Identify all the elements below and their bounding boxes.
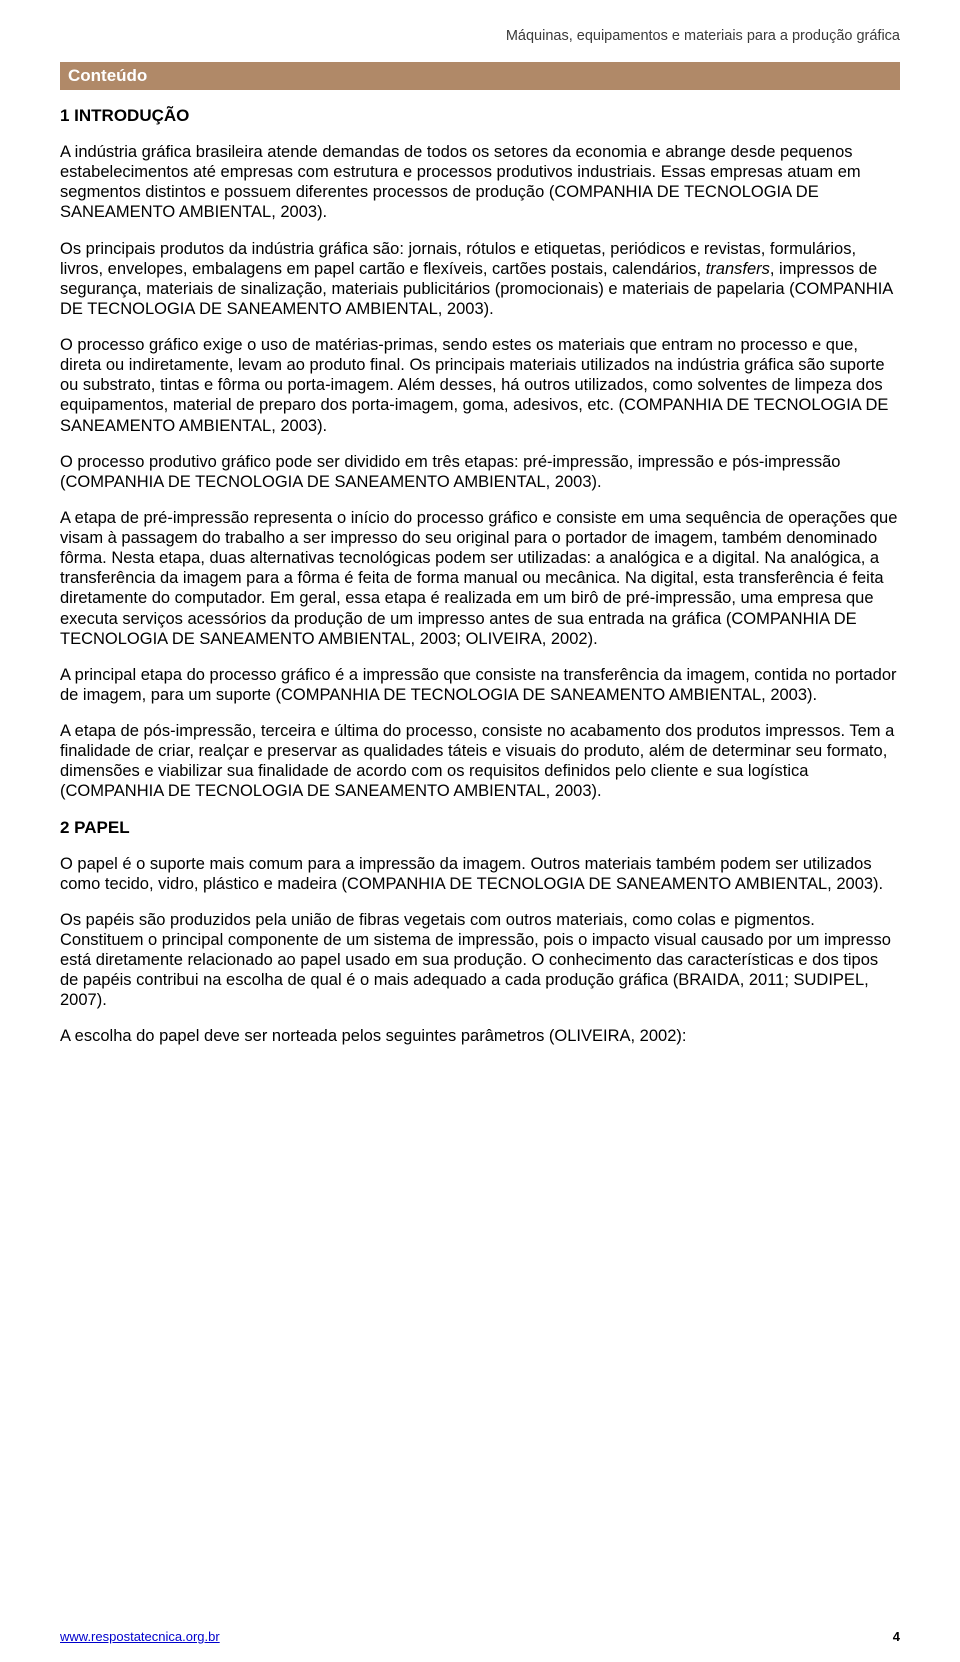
paragraph-intro-7: A etapa de pós-impressão, terceira e últ… (60, 721, 900, 802)
footer-url: www.respostatecnica.org.br (60, 1629, 220, 1644)
paragraph-intro-5: A etapa de pré-impressão representa o in… (60, 508, 900, 649)
paragraph-intro-3: O processo gráfico exige o uso de matéri… (60, 335, 900, 436)
section-bar-conteudo: Conteúdo (60, 62, 900, 90)
heading-papel: 2 PAPEL (60, 818, 900, 838)
footer-page-number: 4 (893, 1629, 900, 1644)
heading-introducao: 1 INTRODUÇÃO (60, 106, 900, 126)
paragraph-intro-1: A indústria gráfica brasileira atende de… (60, 142, 900, 223)
page-footer: www.respostatecnica.org.br 4 (60, 1629, 900, 1644)
paragraph-intro-2: Os principais produtos da indústria gráf… (60, 239, 900, 320)
paragraph-intro-4: O processo produtivo gráfico pode ser di… (60, 452, 900, 492)
paragraph-papel-3: A escolha do papel deve ser norteada pel… (60, 1026, 900, 1046)
running-header: Máquinas, equipamentos e materiais para … (60, 28, 900, 44)
paragraph-intro-6: A principal etapa do processo gráfico é … (60, 665, 900, 705)
paragraph-papel-2: Os papéis são produzidos pela união de f… (60, 910, 900, 1011)
paragraph-papel-1: O papel é o suporte mais comum para a im… (60, 854, 900, 894)
transfers-italic: transfers (706, 260, 770, 278)
